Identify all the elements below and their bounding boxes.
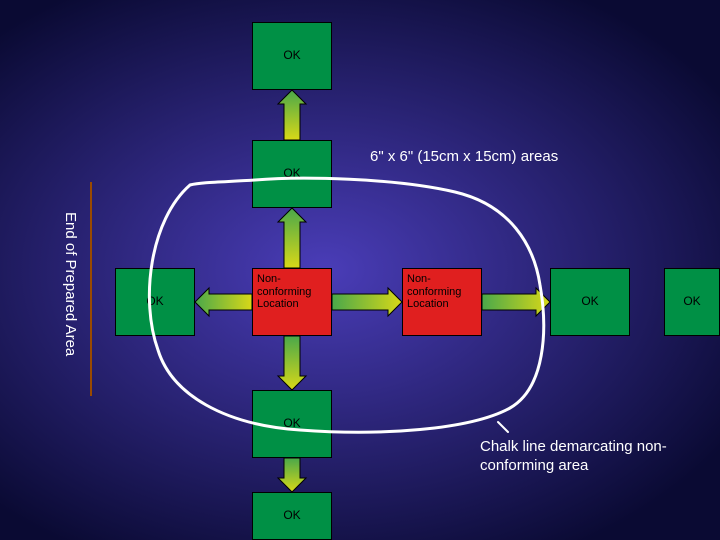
end-of-prepared-area-label: End of Prepared Area	[62, 212, 79, 356]
nonconforming-label: Non- conforming Location	[257, 273, 311, 311]
ok-label: OK	[683, 295, 700, 308]
chalk-line-label: Chalk line demarcating non-conforming ar…	[480, 438, 690, 476]
ok-label: OK	[283, 167, 300, 180]
ok-box-ok_bottom: OK	[252, 492, 332, 540]
nonconforming-box-nc_right: Non- conforming Location	[402, 268, 482, 336]
bracket-line	[90, 182, 92, 396]
ok-label: OK	[581, 295, 598, 308]
nonconforming-label: Non- conforming Location	[407, 273, 461, 311]
ok-box-ok_left: OK	[115, 268, 195, 336]
ok-box-ok_r2: OK	[664, 268, 720, 336]
ok-label: OK	[146, 295, 163, 308]
ok-box-ok_top: OK	[252, 22, 332, 90]
ok-label: OK	[283, 417, 300, 430]
nonconforming-box-nc_center: Non- conforming Location	[252, 268, 332, 336]
ok-box-ok_lower: OK	[252, 390, 332, 458]
ok-box-ok_upper: OK	[252, 140, 332, 208]
areas-size-label: 6" x 6" (15cm x 15cm) areas	[370, 148, 600, 167]
ok-label: OK	[283, 49, 300, 62]
ok-label: OK	[283, 509, 300, 522]
ok-box-ok_r1: OK	[550, 268, 630, 336]
diagram-stage: OK OK OK Non- conforming Location Non- confo…	[0, 0, 720, 540]
